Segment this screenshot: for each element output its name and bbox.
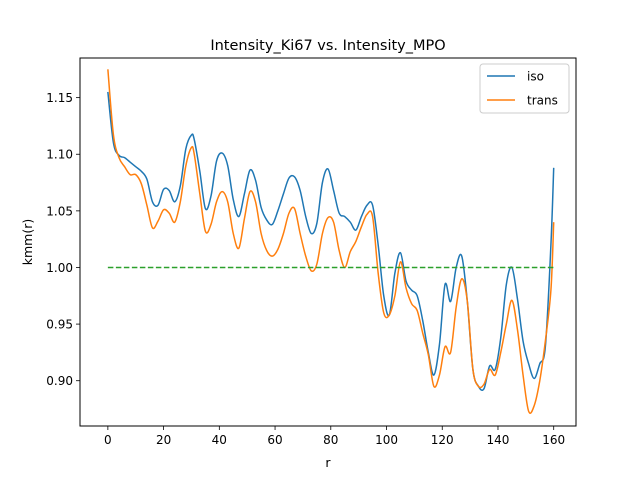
chart-title: Intensity_Ki67 vs. Intensity_MPO [210,38,445,54]
axes-frame [79,57,577,427]
y-tick-label: 1.05 [46,204,73,218]
x-tick-label: 60 [267,433,282,447]
x-axis-label: r [325,455,331,470]
x-tick-label: 20 [156,433,171,447]
plot-series [107,69,555,415]
legend-label-trans: trans [527,94,558,108]
legend-label-iso: iso [527,70,544,84]
y-tick-label: 0.90 [46,374,73,388]
series-line-trans [107,69,555,415]
x-tick-label: 120 [431,433,454,447]
x-tick-label: 140 [487,433,510,447]
series-line-iso [107,91,555,391]
y-tick-label: 1.15 [46,91,73,105]
x-tick-label: 40 [212,433,227,447]
x-tick-label: 160 [542,433,565,447]
y-axis: 0.90 0.95 1.00 1.05 1.10 1.15 [46,91,80,388]
y-axis-label: kmm(r) [20,219,35,265]
x-tick-label: 80 [323,433,338,447]
x-axis: 0 20 40 60 80 100 120 140 160 [104,426,565,447]
x-tick-label: 100 [375,433,398,447]
y-tick-label: 1.00 [46,261,73,275]
legend: iso trans [479,63,570,114]
x-tick-label: 0 [104,433,112,447]
y-tick-label: 1.10 [46,148,73,162]
y-tick-label: 0.95 [46,318,73,332]
